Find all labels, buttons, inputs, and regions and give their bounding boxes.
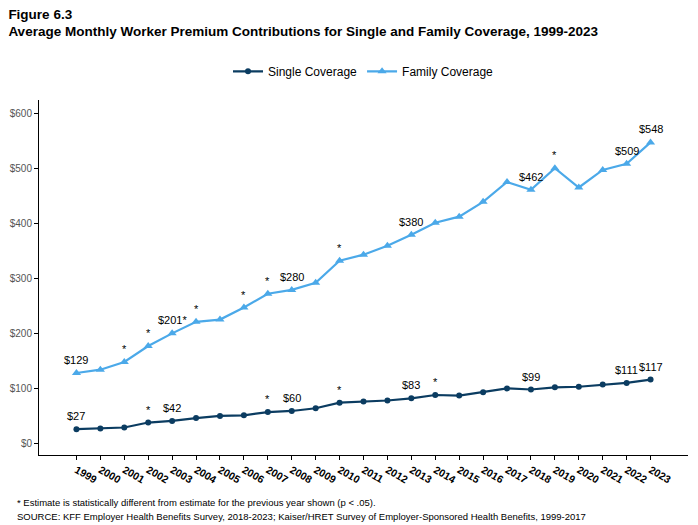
- svg-text:$509: $509: [615, 145, 639, 157]
- svg-text:*: *: [146, 327, 151, 339]
- svg-text:*: *: [337, 242, 342, 254]
- svg-text:$100: $100: [10, 383, 33, 394]
- svg-text:2022: 2022: [623, 463, 649, 485]
- svg-text:2018: 2018: [527, 463, 553, 485]
- svg-text:2010: 2010: [336, 463, 362, 485]
- svg-text:$600: $600: [10, 108, 33, 119]
- svg-text:*: *: [265, 275, 270, 287]
- svg-text:$0: $0: [21, 438, 33, 449]
- svg-text:*: *: [552, 149, 557, 161]
- svg-text:$129: $129: [64, 354, 88, 366]
- svg-text:$400: $400: [10, 218, 33, 229]
- svg-text:*: *: [194, 303, 199, 315]
- svg-text:*: *: [265, 393, 270, 405]
- svg-text:2014: 2014: [432, 463, 458, 485]
- svg-text:2007: 2007: [264, 463, 290, 485]
- svg-text:$201*: $201*: [158, 314, 187, 326]
- svg-text:*: *: [146, 404, 151, 416]
- svg-text:Figure 6.3Average Monthly Work: Figure 6.3Average Monthly Worker Premium…: [8, 7, 598, 40]
- svg-text:$27: $27: [67, 410, 85, 422]
- svg-text:Family Coverage: Family Coverage: [402, 65, 493, 79]
- svg-text:2011: 2011: [360, 463, 386, 485]
- svg-text:2020: 2020: [575, 463, 601, 485]
- svg-text:2009: 2009: [312, 463, 338, 485]
- svg-text:2002: 2002: [145, 463, 171, 485]
- svg-text:2015: 2015: [456, 463, 482, 485]
- svg-text:SOURCE: KFF Employer Health Be: SOURCE: KFF Employer Health Benefits Sur…: [17, 511, 586, 522]
- svg-text:2013: 2013: [408, 463, 434, 485]
- svg-text:$117: $117: [639, 361, 663, 373]
- svg-text:$111: $111: [615, 364, 638, 376]
- svg-text:$83: $83: [402, 379, 420, 391]
- svg-text:2005: 2005: [216, 463, 242, 485]
- svg-text:2017: 2017: [503, 463, 529, 485]
- svg-text:$500: $500: [10, 163, 33, 174]
- svg-text:2021: 2021: [599, 463, 625, 485]
- svg-text:$548: $548: [639, 123, 663, 135]
- svg-text:Single Coverage: Single Coverage: [268, 65, 357, 79]
- svg-text:2003: 2003: [169, 463, 195, 485]
- svg-text:*: *: [337, 384, 342, 396]
- svg-text:2001: 2001: [121, 463, 147, 485]
- svg-text:2004: 2004: [192, 463, 218, 485]
- svg-text:2023: 2023: [647, 463, 673, 485]
- svg-text:2008: 2008: [288, 463, 314, 485]
- svg-text:$200: $200: [10, 328, 33, 339]
- svg-text:$300: $300: [10, 273, 33, 284]
- svg-text:2016: 2016: [479, 463, 505, 485]
- svg-text:* Estimate is statistically di: * Estimate is statistically different fr…: [17, 497, 376, 508]
- svg-text:2000: 2000: [97, 463, 123, 485]
- svg-text:2012: 2012: [384, 463, 410, 485]
- svg-text:*: *: [433, 376, 438, 388]
- svg-text:*: *: [122, 343, 127, 355]
- svg-text:$380: $380: [399, 216, 423, 228]
- svg-text:$60: $60: [283, 392, 301, 404]
- svg-text:2019: 2019: [551, 463, 577, 485]
- svg-text:2006: 2006: [240, 463, 266, 485]
- svg-text:$42: $42: [163, 402, 181, 414]
- svg-text:*: *: [241, 289, 246, 301]
- svg-text:$280: $280: [280, 271, 304, 283]
- svg-text:$462: $462: [519, 171, 543, 183]
- svg-text:1999: 1999: [73, 463, 99, 485]
- svg-text:$99: $99: [522, 371, 540, 383]
